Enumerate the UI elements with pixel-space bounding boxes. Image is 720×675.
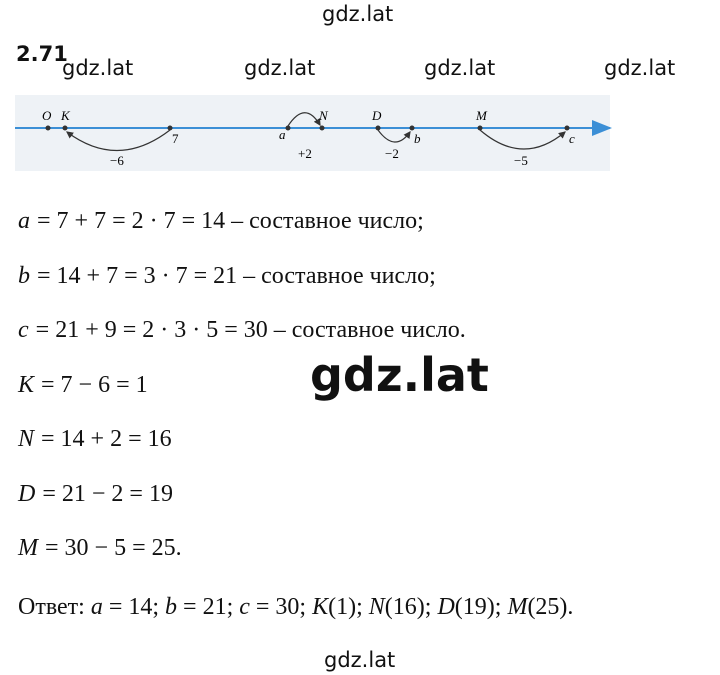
step-label: −6 [110,153,124,168]
point-label: 7 [172,131,179,146]
step-label: +2 [298,146,312,161]
problem-number: 2.71 [16,42,68,66]
variable: a [18,208,30,234]
point-label: N [318,108,329,123]
variable: M [18,535,38,561]
answer: Ответ: a = 14; b = 21; c = 30; K(1); N(16); D(19)… [18,594,573,621]
expression: = 14; [108,594,160,620]
point-label: b [414,131,421,146]
variable: b [165,594,178,620]
arcs [66,112,566,152]
equation: M = 30 − 5 = 25. [18,535,182,562]
equation: N = 14 + 2 = 16 [18,426,172,453]
watermark: gdz.lat [310,348,489,402]
watermark: gdz.lat [244,56,316,80]
watermark: gdz.lat [324,648,396,672]
variable: D [437,594,455,620]
variable: D [18,480,36,507]
step-label: −5 [514,153,528,168]
watermark: gdz.lat [322,2,394,26]
expression: (16); [384,594,432,620]
watermark: gdz.lat [424,56,496,80]
variable: a [90,594,103,620]
equation: D = 21 − 2 = 19 [18,481,173,508]
watermark: gdz.lat [62,56,134,80]
variable: N [18,426,35,452]
variable: c [18,317,29,343]
point-label: K [60,108,71,123]
variable: K [312,594,329,620]
expression: (1); [328,594,363,620]
number-line: O K 7 a N D b M c −6 +2 −2 −5 [15,95,612,171]
answer-label: Ответ: [18,594,85,620]
expression: = 21; [183,594,234,620]
equation: b = 14 + 7 = 3 · 7 = 21 – составное число… [18,263,436,290]
expression: = 21 + 9 = 2 · 3 · 5 = 30 – составное чи… [35,317,466,343]
expression: (19); [454,594,502,620]
points [45,125,570,131]
expression: = 30 − 5 = 25. [45,535,182,561]
variable: b [18,262,30,289]
expression: = 7 + 7 = 2 · 7 = 14 – составное число; [37,208,424,234]
figure-bg [15,95,610,171]
variable: c [239,594,250,620]
point-label: c [569,131,575,146]
expression: = 14 + 2 = 16 [41,426,172,452]
expression: = 7 − 6 = 1 [41,371,148,398]
watermark: gdz.lat [604,56,676,80]
equation: K = 7 − 6 = 1 [18,372,148,399]
expression: (25). [527,594,574,620]
point-label: D [371,108,382,123]
expression: = 30; [255,594,307,620]
expression: = 14 + 7 = 3 · 7 = 21 – составное число; [37,262,436,289]
variable: N [368,594,385,620]
variable: K [18,371,35,398]
point-label: a [279,127,286,142]
expression: = 21 − 2 = 19 [42,480,173,507]
point-label: O [42,108,52,123]
step-label: −2 [385,146,399,161]
equation: c = 21 + 9 = 2 · 3 · 5 = 30 – составное ч… [18,317,466,344]
variable: M [507,594,528,620]
point-label: M [475,108,488,123]
equation: a = 7 + 7 = 2 · 7 = 14 – составное число; [18,208,424,235]
